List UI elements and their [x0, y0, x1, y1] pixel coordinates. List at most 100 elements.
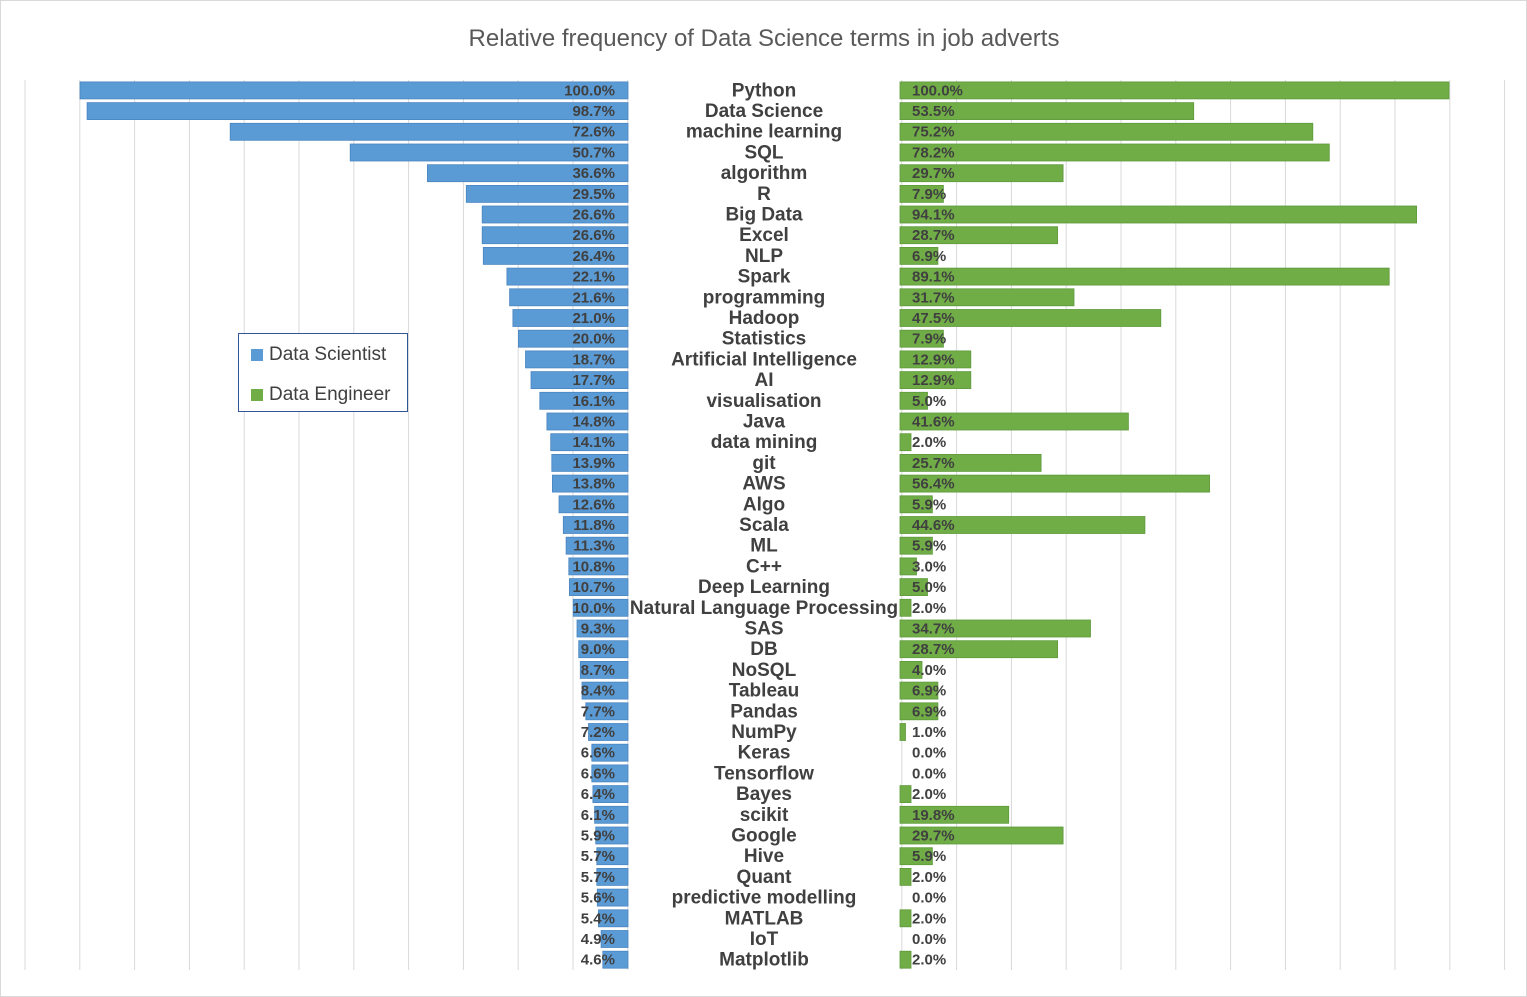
category-label: Spark	[738, 267, 791, 288]
bar-data-scientist	[569, 578, 629, 596]
category-label: programming	[703, 287, 825, 308]
value-label-data-scientist: 5.7%	[581, 869, 615, 886]
value-label-data-engineer: 89.1%	[912, 269, 955, 286]
category-label: Excel	[739, 225, 789, 246]
bar-data-engineer	[899, 122, 1314, 141]
value-label-data-scientist: 50.7%	[572, 144, 615, 161]
category-label: Keras	[738, 743, 791, 764]
value-label-data-scientist: 4.6%	[581, 952, 615, 969]
value-label-data-scientist: 21.0%	[572, 310, 615, 327]
bar-data-scientist	[550, 433, 629, 452]
legend-item-data-scientist: Data Scientist	[251, 344, 386, 366]
value-label-data-scientist: 72.6%	[572, 124, 615, 141]
chart-title: Relative frequency of Data Science terms…	[469, 25, 1060, 52]
category-label: predictive modelling	[672, 888, 857, 909]
category-label: SQL	[744, 142, 783, 163]
bar-data-scientist	[598, 909, 629, 928]
value-label-data-scientist: 10.0%	[572, 600, 615, 617]
value-label-data-scientist: 26.6%	[572, 207, 615, 224]
category-label: C++	[746, 556, 782, 577]
bar-data-scientist	[481, 205, 629, 224]
bar-data-scientist	[596, 868, 629, 886]
bar-data-engineer	[899, 102, 1195, 120]
value-label-data-scientist: 18.7%	[572, 351, 615, 368]
bar-data-scientist	[595, 826, 629, 845]
category-label: git	[752, 453, 776, 474]
value-label-data-engineer: 19.8%	[912, 807, 955, 824]
bar-data-scientist	[602, 950, 629, 969]
bar-data-scientist	[572, 598, 629, 617]
value-label-data-engineer: 0.0%	[912, 890, 946, 907]
category-label: Tensorflow	[714, 763, 814, 784]
value-label-data-scientist: 5.7%	[581, 848, 615, 865]
bar-data-scientist	[591, 764, 629, 783]
value-label-data-scientist: 13.9%	[572, 455, 615, 472]
bar-data-engineer	[899, 702, 939, 721]
category-label: Algo	[743, 494, 785, 515]
bar-data-engineer	[899, 164, 1064, 183]
bar-data-scientist	[568, 557, 629, 576]
category-label: Pandas	[730, 701, 798, 722]
bar-data-scientist	[581, 681, 629, 700]
value-label-data-engineer: 53.5%	[912, 103, 955, 120]
value-label-data-engineer: 29.7%	[912, 165, 955, 182]
category-label: MATLAB	[725, 908, 804, 929]
value-label-data-scientist: 7.7%	[581, 703, 615, 720]
value-label-data-engineer: 28.7%	[912, 641, 955, 658]
legend: Data Scientist Data Engineer	[238, 333, 408, 412]
bar-data-engineer	[899, 661, 923, 679]
bar-data-scientist	[552, 474, 629, 493]
bar-data-scientist	[349, 143, 629, 162]
bar-data-scientist	[426, 164, 629, 183]
value-label-data-scientist: 6.6%	[581, 765, 615, 782]
value-label-data-engineer: 12.9%	[912, 372, 955, 389]
bar-data-scientist	[481, 226, 629, 245]
value-label-data-engineer: 47.5%	[912, 310, 955, 327]
bar-data-engineer	[899, 640, 1059, 659]
bar-data-engineer	[899, 267, 1390, 286]
value-label-data-engineer: 41.6%	[912, 414, 955, 431]
value-label-data-scientist: 5.4%	[581, 910, 615, 927]
bar-data-scientist	[79, 81, 629, 100]
value-label-data-scientist: 6.6%	[581, 745, 615, 762]
category-label: Natural Language Processing	[630, 598, 898, 619]
data-engineer-value-labels: 100.0% 53.5% 75.2% 78.2% 29.7% 7.9% 94.1% 28.7%…	[912, 82, 963, 968]
value-label-data-scientist: 100.0%	[564, 82, 615, 99]
bar-data-engineer	[899, 909, 912, 928]
bar-data-scientist	[551, 453, 629, 472]
bar-data-engineer	[899, 681, 939, 700]
bar-data-engineer	[899, 868, 912, 886]
bar-data-engineer	[899, 826, 1064, 845]
value-label-data-engineer: 5.9%	[912, 538, 946, 555]
value-label-data-engineer: 100.0%	[912, 82, 963, 99]
value-label-data-scientist: 6.1%	[581, 807, 615, 824]
legend-label-data-scientist: Data Scientist	[269, 344, 387, 365]
category-label: data mining	[711, 432, 818, 453]
value-label-data-engineer: 28.7%	[912, 227, 955, 244]
value-label-data-scientist: 22.1%	[572, 269, 615, 286]
value-label-data-scientist: 20.0%	[572, 331, 615, 348]
category-label: Artificial Intelligence	[671, 349, 857, 370]
value-label-data-engineer: 2.0%	[912, 600, 946, 617]
bar-data-engineer	[899, 557, 917, 576]
value-label-data-scientist: 6.4%	[581, 786, 615, 803]
value-label-data-engineer: 75.2%	[912, 124, 955, 141]
bar-data-engineer	[899, 329, 944, 348]
bar-data-scientist	[539, 391, 629, 410]
bar-data-scientist	[565, 536, 629, 555]
value-label-data-engineer: 6.9%	[912, 683, 946, 700]
value-label-data-scientist: 5.9%	[581, 828, 615, 845]
value-label-data-scientist: 36.6%	[572, 165, 615, 182]
bar-data-scientist	[465, 184, 629, 203]
bar-data-engineer	[899, 598, 912, 617]
category-label: AWS	[742, 474, 785, 495]
bar-data-engineer	[899, 453, 1042, 472]
value-label-data-scientist: 98.7%	[572, 103, 615, 120]
category-label: Tableau	[729, 681, 799, 702]
value-label-data-scientist: 11.3%	[573, 538, 615, 555]
value-label-data-engineer: 2.0%	[912, 910, 946, 927]
category-label: Hadoop	[729, 308, 800, 329]
value-label-data-engineer: 7.9%	[912, 331, 946, 348]
bar-data-scientist	[530, 371, 629, 390]
